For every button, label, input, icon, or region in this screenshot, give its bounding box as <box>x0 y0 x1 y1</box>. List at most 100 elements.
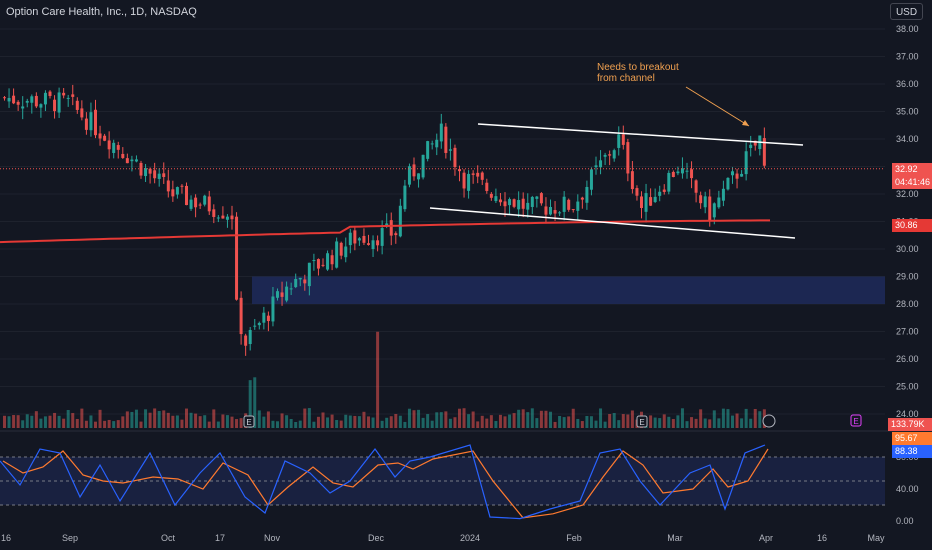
candle-body <box>498 199 502 203</box>
candle-body <box>421 154 425 178</box>
candle-body <box>458 169 461 172</box>
candle-body <box>244 335 248 346</box>
candle-body <box>644 193 648 212</box>
volume-bar <box>430 420 434 428</box>
candle-body <box>703 196 707 208</box>
candle-body <box>517 200 521 210</box>
earnings-marker-label: E <box>246 418 251 427</box>
volume-bar <box>348 415 352 428</box>
volume-bar <box>121 416 125 428</box>
osc-k-badge: 88.38 <box>892 445 932 458</box>
volume-bar <box>294 421 298 428</box>
volume-bar <box>708 419 712 428</box>
volume-bar <box>571 408 575 428</box>
candle-body <box>125 158 129 164</box>
earnings-marker-label: E <box>639 418 644 427</box>
symbol-title[interactable]: Option Care Health, Inc., 1D, NASDAQ <box>6 6 197 18</box>
volume-bar <box>3 415 6 428</box>
candle-body <box>485 182 489 191</box>
volume-bar <box>458 408 461 428</box>
price-tick-label: 37.00 <box>896 52 919 62</box>
candle-body <box>480 172 484 180</box>
time-axis-label: Feb <box>566 533 582 543</box>
candle-body <box>549 207 552 215</box>
volume-bar <box>235 419 239 428</box>
candle-body <box>148 168 152 174</box>
dividend-marker-icon[interactable] <box>850 414 862 427</box>
candle-body <box>735 173 739 179</box>
candle-body <box>276 291 279 298</box>
volume-bar <box>553 421 557 428</box>
volume-bar <box>630 410 634 428</box>
volume-bar <box>530 408 534 428</box>
candle-body <box>357 238 361 241</box>
volume-bar <box>185 408 188 428</box>
volume-bar <box>398 415 402 428</box>
candle-body <box>303 279 307 284</box>
osc-k-line <box>0 444 766 520</box>
price-tick-label: 27.00 <box>896 327 919 337</box>
candle-body <box>376 240 380 246</box>
candle-body <box>207 196 211 212</box>
volume-bar <box>421 417 425 428</box>
candle-body <box>617 134 621 148</box>
candle-body <box>107 140 111 150</box>
channel-lower-line[interactable] <box>429 207 796 239</box>
candle-body <box>66 97 70 99</box>
candle-body <box>34 95 38 107</box>
candle-body <box>494 196 498 202</box>
candle-body <box>230 215 234 220</box>
volume-bar <box>80 408 84 428</box>
volume-bar <box>753 409 757 428</box>
time-axis-label: May <box>867 533 885 543</box>
volume-bar <box>276 421 279 428</box>
volume-bar <box>467 414 471 428</box>
candle-body <box>362 235 366 243</box>
volume-bar <box>448 418 452 428</box>
volume-bar <box>98 409 102 428</box>
volume-bar <box>139 421 143 428</box>
candle-body <box>80 108 84 118</box>
earnings-marker-icon[interactable] <box>243 415 255 428</box>
volume-bar <box>48 415 52 428</box>
volume-bar <box>207 421 211 428</box>
candle-body <box>326 253 330 270</box>
volume-bar <box>357 416 361 428</box>
candle-body <box>726 177 730 190</box>
annotation-text[interactable]: Needs to breakout from channel <box>597 62 679 84</box>
volume-bar <box>289 418 293 428</box>
volume-bar <box>21 420 25 428</box>
volume-bar <box>285 415 289 428</box>
time-axis-label: Mar <box>667 533 683 543</box>
candle-body <box>430 143 434 145</box>
volume-bar <box>503 416 507 428</box>
currency-button[interactable]: USD <box>890 3 923 20</box>
volume-bar <box>125 411 129 428</box>
candle-body <box>203 195 207 205</box>
candle-body <box>558 212 562 214</box>
volume-bar <box>175 415 179 428</box>
volume-bar <box>71 413 75 428</box>
volume-bar <box>130 411 134 428</box>
candle-body <box>562 196 566 212</box>
countdown-badge: 04:41:46 <box>892 176 932 189</box>
earnings-marker-icon[interactable] <box>636 415 648 428</box>
annotation-arrow-line[interactable] <box>685 86 750 127</box>
volume-bar <box>30 415 34 428</box>
volume-bar <box>699 409 703 428</box>
candle-body <box>16 101 20 105</box>
candle-body <box>453 147 457 168</box>
candle-body <box>180 185 184 187</box>
channel-upper-line[interactable] <box>477 123 804 146</box>
candle-body <box>439 123 443 142</box>
candle-body <box>134 159 138 162</box>
candle-body <box>658 191 662 196</box>
volume-bar <box>362 411 366 428</box>
candle-body <box>239 297 243 335</box>
candle-body <box>7 98 11 102</box>
split-marker-icon[interactable] <box>762 414 776 428</box>
volume-bar <box>94 421 97 428</box>
volume-bar <box>248 380 252 428</box>
